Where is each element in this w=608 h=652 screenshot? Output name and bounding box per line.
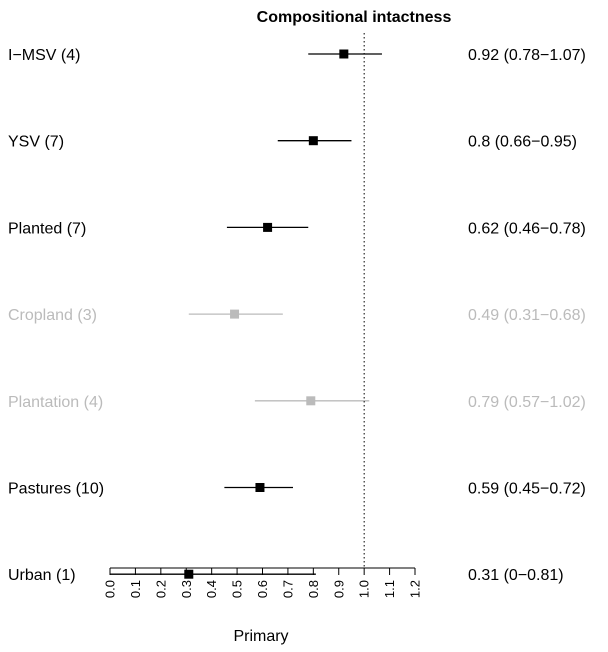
x-tick-label: 0.4	[204, 580, 219, 598]
x-tick-label: 1.1	[382, 580, 397, 598]
ci-text: 0.92 (0.78−1.07)	[468, 47, 586, 64]
ci-text: 0.59 (0.45−0.72)	[468, 481, 586, 498]
ci-text: 0.8 (0.66−0.95)	[468, 134, 577, 151]
point-estimate	[263, 222, 273, 232]
ci-text: 0.49 (0.31−0.68)	[468, 307, 586, 324]
row-label: Plantation (4)	[8, 394, 103, 411]
row-label: Planted (7)	[8, 220, 86, 237]
ci-text: 0.79 (0.57−1.02)	[468, 394, 586, 411]
point-estimate	[255, 483, 265, 492]
point-estimate	[339, 49, 349, 59]
x-tick-label: 0.1	[128, 580, 143, 598]
point-estimate	[306, 396, 316, 406]
x-tick-label: 0.7	[280, 580, 295, 598]
forest-rows: I−MSV (4) 0.92 (0.78−1.07) YSV (7) 0.8 (0.6…	[8, 47, 586, 584]
row-label: YSV (7)	[8, 134, 64, 151]
x-tick-label: 0.0	[103, 580, 118, 598]
row-label: Pastures (10)	[8, 481, 104, 498]
row-label: I−MSV (4)	[8, 47, 80, 64]
x-axis: 0.0 0.1 0.2 0.3 0.4 0.5 0.6 0.7 0.8 0.9 1.0 1.1 1.2	[103, 567, 423, 598]
x-axis-label: Primary	[233, 628, 288, 645]
x-tick-label: 0.3	[179, 580, 194, 598]
row-label: Cropland (3)	[8, 307, 97, 324]
x-tick-label: 0.5	[230, 580, 245, 598]
x-tick-label: 1.2	[408, 580, 423, 598]
ci-text: 0.62 (0.46−0.78)	[468, 220, 586, 237]
point-estimate	[308, 136, 318, 146]
point-estimate	[184, 569, 194, 579]
x-tick-label: 0.6	[255, 580, 270, 598]
point-estimate	[230, 309, 240, 319]
row-label: Urban (1)	[8, 567, 76, 584]
x-tick-label: 0.8	[306, 580, 321, 598]
ci-text: 0.31 (0−0.81)	[468, 567, 564, 584]
x-tick-label: 1.0	[357, 580, 372, 598]
x-tick-label: 0.9	[331, 580, 346, 598]
x-tick-label: 0.2	[153, 580, 168, 598]
chart-title: Compositional intactness	[257, 9, 452, 26]
